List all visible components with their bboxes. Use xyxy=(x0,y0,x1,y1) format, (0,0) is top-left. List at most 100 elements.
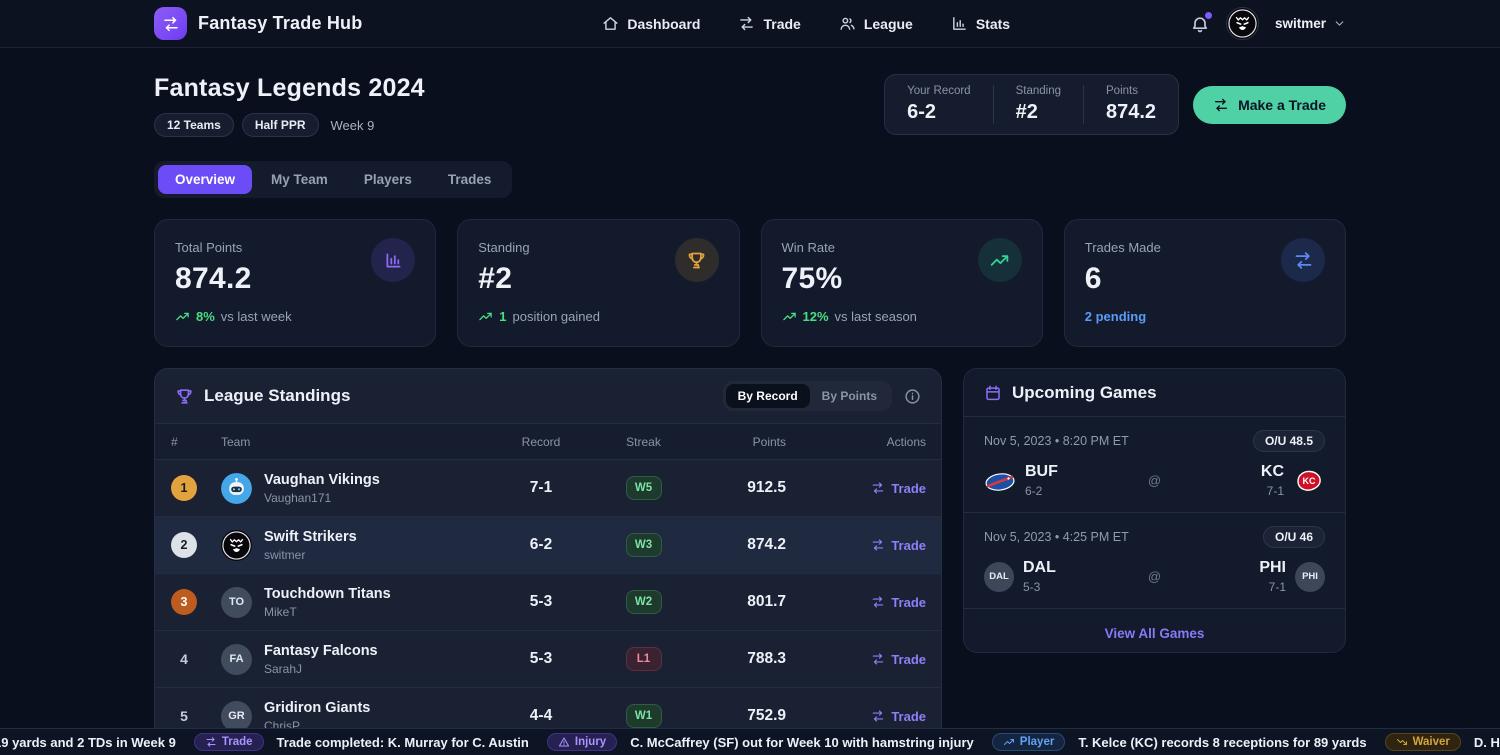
trade-button[interactable]: Trade xyxy=(871,709,926,724)
table-row[interactable]: 3 TO Touchdown Titans MikeT 5-3 W2 801.7 … xyxy=(155,573,941,630)
nav-item-stats[interactable]: Stats xyxy=(951,15,1010,32)
bars-icon xyxy=(383,250,404,271)
pending-trades-link[interactable]: 2 pending xyxy=(1084,309,1147,324)
trendup-icon-circle xyxy=(977,238,1022,282)
trend-up-icon xyxy=(782,309,797,324)
brand: Fantasy Trade Hub xyxy=(154,7,362,40)
trade-button[interactable]: Trade xyxy=(871,481,926,496)
nav-item-dashboard[interactable]: Dashboard xyxy=(602,15,700,32)
team-owner: switmer xyxy=(264,547,306,562)
app-title: Fantasy Trade Hub xyxy=(198,13,363,33)
make-a-trade-button[interactable]: Make a Trade xyxy=(1193,85,1346,124)
nav-item-label: Dashboard xyxy=(627,15,701,32)
user-menu[interactable]: switmer xyxy=(1275,16,1346,31)
league-standings-panel: League Standings By Record By Points # Tea… xyxy=(154,368,942,744)
trade-button[interactable]: Trade xyxy=(871,595,926,610)
trend-suffix: position gained xyxy=(512,309,600,324)
league-header: Fantasy Legends 2024 12 Teams Half PPR Wee… xyxy=(154,74,425,137)
trendup-icon xyxy=(1003,736,1015,748)
nav-item-label: Stats xyxy=(975,15,1011,32)
home-icon xyxy=(602,15,619,32)
rank-badge: 4 xyxy=(180,651,188,667)
trade-button[interactable]: Trade xyxy=(871,652,926,667)
trade-arrows-icon xyxy=(162,15,180,33)
team-points: 801.7 xyxy=(747,593,786,610)
phi-team-logo: PHI xyxy=(1295,561,1325,592)
trade-arrows-icon xyxy=(1213,97,1229,113)
stat-card-value: 874.2 xyxy=(175,262,252,295)
team-owner: MikeT xyxy=(264,604,297,619)
toggle-by-points[interactable]: By Points xyxy=(821,389,877,403)
game-datetime: Nov 5, 2023 • 4:25 PM ET xyxy=(984,530,1129,544)
table-row[interactable]: 5 GR Gridiron Giants ChrisP 4-4 W1 752.9 … xyxy=(155,687,941,743)
toggle-by-record[interactable]: By Record xyxy=(725,384,810,408)
stats-icon xyxy=(951,15,968,32)
nav-item-trade[interactable]: Trade xyxy=(738,15,801,32)
ticker-item: Trade Trade completed: K. Murray for C. … xyxy=(193,733,529,751)
trade-arrows-icon xyxy=(871,595,885,609)
trend-value: 1 xyxy=(499,309,507,324)
page-title: Fantasy Legends 2024 xyxy=(154,74,425,102)
team-record: 5-3 xyxy=(529,593,553,610)
team-points: 874.2 xyxy=(747,536,786,553)
stat-card-label: Win Rate xyxy=(781,240,835,255)
view-tabs: Overview My Team Players Trades xyxy=(154,161,513,198)
team-avatar xyxy=(221,529,252,561)
calendar-icon xyxy=(984,384,1002,402)
nav-item-label: Trade xyxy=(763,15,801,32)
ticker-text: Trade completed: K. Murray for C. Austin xyxy=(276,734,529,750)
streak-badge: W5 xyxy=(625,476,662,500)
column-header-rank: # xyxy=(171,434,178,449)
rank-badge: 3 xyxy=(171,589,197,615)
trendup-icon xyxy=(989,250,1010,271)
stat-card-label: Standing xyxy=(478,240,530,255)
trend-up-icon xyxy=(478,309,493,324)
league-badge: 12 Teams xyxy=(154,113,234,137)
trophy-icon-circle xyxy=(674,238,719,282)
streak-badge: W1 xyxy=(625,704,662,728)
rank-badge: 2 xyxy=(171,532,197,558)
tab-my-team[interactable]: My Team xyxy=(271,172,328,187)
user-avatar[interactable] xyxy=(1225,7,1259,40)
nav-item-league[interactable]: League xyxy=(839,15,913,32)
at-symbol: @ xyxy=(1147,473,1162,488)
table-row[interactable]: 4 FA Fantasy Falcons SarahJ 5-3 L1 788.3 … xyxy=(155,630,941,687)
kc-team-logo: KC xyxy=(1293,469,1325,493)
trade-button[interactable]: Trade xyxy=(871,538,926,553)
league-icon xyxy=(839,15,856,32)
ticker-badge: Player xyxy=(991,733,1066,751)
record-strip-value: #2 xyxy=(1015,101,1038,123)
record-strip-value: 874.2 xyxy=(1106,101,1157,123)
info-icon[interactable] xyxy=(904,388,921,405)
home-team: PHI 7-1 PHI xyxy=(1167,559,1325,594)
over-under-badge: O/U 46 xyxy=(1262,526,1325,548)
view-all-games-link[interactable]: View All Games xyxy=(1104,626,1205,641)
table-row[interactable]: 2 Swift Strikers switmer 6-2 W3 874.2 Tra… xyxy=(155,516,941,573)
game-datetime: Nov 5, 2023 • 8:20 PM ET xyxy=(984,434,1129,448)
standings-table-body: 1 Vaughan Vikings Vaughan171 7-1 W5 912.5… xyxy=(155,459,941,743)
stat-card-label: Total Points xyxy=(175,240,243,255)
stat-card-value: 75% xyxy=(781,262,843,295)
trade-icon xyxy=(205,736,217,748)
ticker-text: C. McCaffrey (SF) out for Week 10 with h… xyxy=(630,734,974,750)
team-points: 752.9 xyxy=(747,707,786,724)
record-strip-label: Standing xyxy=(1015,85,1061,97)
trophy-icon xyxy=(686,250,707,271)
ticker-item: Injury C. McCaffrey (SF) out for Week 10… xyxy=(546,733,974,751)
column-header-actions: Actions xyxy=(886,434,926,449)
away-team: DAL DAL 5-3 xyxy=(984,559,1143,594)
game-item: Nov 5, 2023 • 4:25 PM ET O/U 46 DAL DAL 5… xyxy=(964,513,1345,609)
team-points: 912.5 xyxy=(747,479,786,496)
team-name: Vaughan Vikings xyxy=(264,471,380,488)
warning-icon xyxy=(558,736,570,748)
table-row[interactable]: 1 Vaughan Vikings Vaughan171 7-1 W5 912.5… xyxy=(155,459,941,516)
notifications-bell-icon[interactable] xyxy=(1190,11,1212,34)
tab-players[interactable]: Players xyxy=(363,172,412,187)
trend-suffix: vs last season xyxy=(834,309,917,324)
trade-icon xyxy=(738,15,755,32)
tab-trades[interactable]: Trades xyxy=(447,172,492,187)
bell-icon xyxy=(1190,14,1210,34)
week-label: Week 9 xyxy=(330,117,375,133)
ticker-badge: Injury xyxy=(546,733,618,751)
tab-overview[interactable]: Overview xyxy=(158,165,253,194)
